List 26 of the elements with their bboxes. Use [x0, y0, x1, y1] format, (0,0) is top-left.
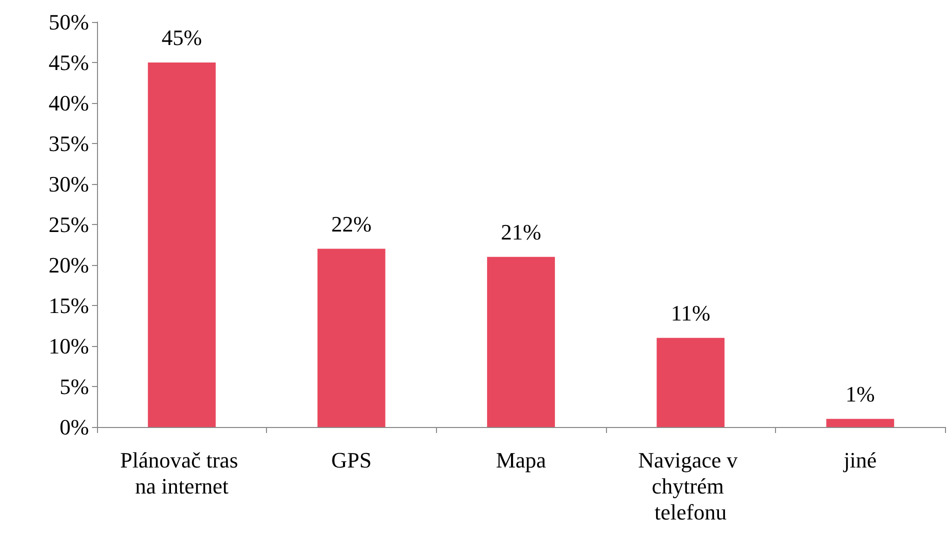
- x-tick-label: Mapa: [496, 448, 546, 472]
- x-tick-label: Plánovač tras na internet: [120, 448, 244, 498]
- y-tick-label: 45%: [48, 50, 89, 75]
- data-label: 45%: [162, 25, 202, 50]
- data-label: 22%: [331, 211, 372, 236]
- x-tick-label: jiné: [842, 448, 877, 472]
- x-tick-label: GPS: [331, 448, 372, 472]
- bar: [317, 248, 386, 427]
- y-tick-label: 50%: [48, 10, 89, 34]
- data-label: 11%: [670, 300, 710, 326]
- y-tick-label: 20%: [48, 252, 89, 278]
- y-tick-label: 5%: [60, 374, 89, 399]
- bar: [487, 256, 555, 427]
- y-tick-label: 35%: [48, 131, 89, 156]
- y-tick-label: 15%: [48, 293, 89, 318]
- data-label: 1%: [846, 381, 875, 406]
- x-tick-label: Navigace v chytrém telefonu: [638, 448, 744, 524]
- bar: [656, 338, 725, 427]
- bar: [826, 418, 894, 427]
- y-tick-label: 40%: [48, 90, 89, 116]
- y-tick-label: 30%: [48, 172, 89, 196]
- y-tick-label: 0%: [60, 414, 89, 440]
- y-tick-label: 10%: [48, 334, 89, 358]
- data-label: 21%: [500, 219, 542, 244]
- bar: [148, 62, 216, 427]
- y-tick-label: 25%: [48, 212, 89, 237]
